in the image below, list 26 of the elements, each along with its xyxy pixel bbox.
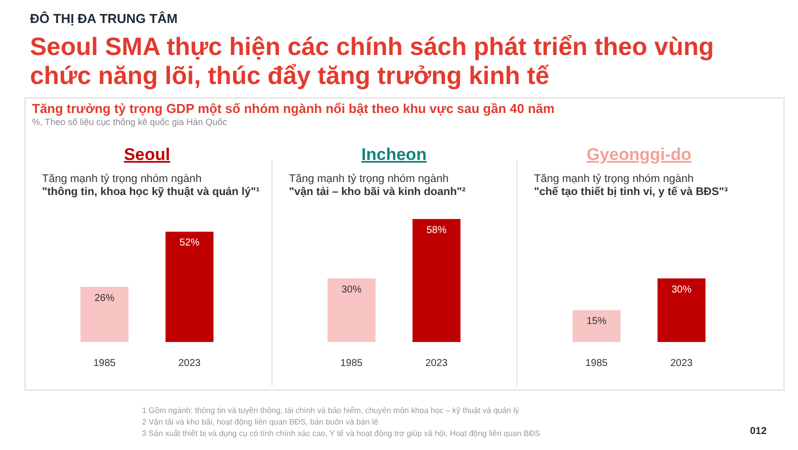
chart-title: Seoul — [124, 145, 170, 164]
data-label: 26% — [94, 292, 115, 304]
x-tick-label: 1985 — [585, 358, 608, 369]
text: 012 — [750, 426, 768, 437]
data-label: 58% — [426, 225, 447, 236]
text: %, Theo số liệu cục thống kê quốc gia Hàn Quốc — [32, 117, 228, 127]
text: Seoul SMA thực hiện các chính sách phát triển theo vùng chức năng lõi, thúc đẩy tăng trưởng kinh tế — [30, 33, 714, 90]
text: 3 Sản xuất thiết bị và dụng cụ có tính chính xác cao, Y tế và hoạt động trợ giúp xã hội, Hoạt động liên quan BĐS — [142, 429, 540, 438]
text: 1 Gồm ngành: thông tin và tuyền thông, tài chính và bảo hiểm, chuyên môn khoa học – kỹ thuật và quản lý — [142, 406, 520, 415]
text: 2 Vận tải và kho bãi, hoạt động liên quan BĐS, bán buôn và bán lẻ — [142, 418, 379, 426]
chart-subtitle: Tăng mạnh tỷ trọng nhóm ngành "thông tin, khoa học kỹ thuật và quản lý"¹ — [42, 173, 260, 198]
x-tick-label: 2023 — [670, 358, 694, 369]
text: Tăng trưởng tỷ trọng GDP một số nhóm ngành nổi bật theo khu vực sau gần 40 năm — [32, 101, 555, 116]
x-tick-label: 2023 — [425, 358, 448, 369]
x-tick-label: 1985 — [340, 358, 364, 369]
chart-subtitle: Tăng mạnh tỷ trọng nhóm ngành "chế tạo thiết bị tinh vi, y tế và BĐS"³ — [534, 173, 728, 198]
chart-subtitle: Tăng mạnh tỷ trọng nhóm ngành "vận tải – kho bãi và kinh doanh"² — [289, 173, 466, 198]
chart-title: Incheon — [361, 145, 427, 164]
data-label: 15% — [586, 316, 607, 328]
chart-title: Gyeonggi-do — [586, 145, 692, 164]
x-tick-label: 2023 — [178, 358, 202, 369]
x-tick-label: 1985 — [93, 358, 116, 369]
data-label: 52% — [179, 238, 200, 249]
data-label: 30% — [341, 284, 362, 296]
text: ĐÔ THỊ ĐA TRUNG TÂM — [30, 11, 178, 26]
data-label: 30% — [671, 284, 692, 296]
